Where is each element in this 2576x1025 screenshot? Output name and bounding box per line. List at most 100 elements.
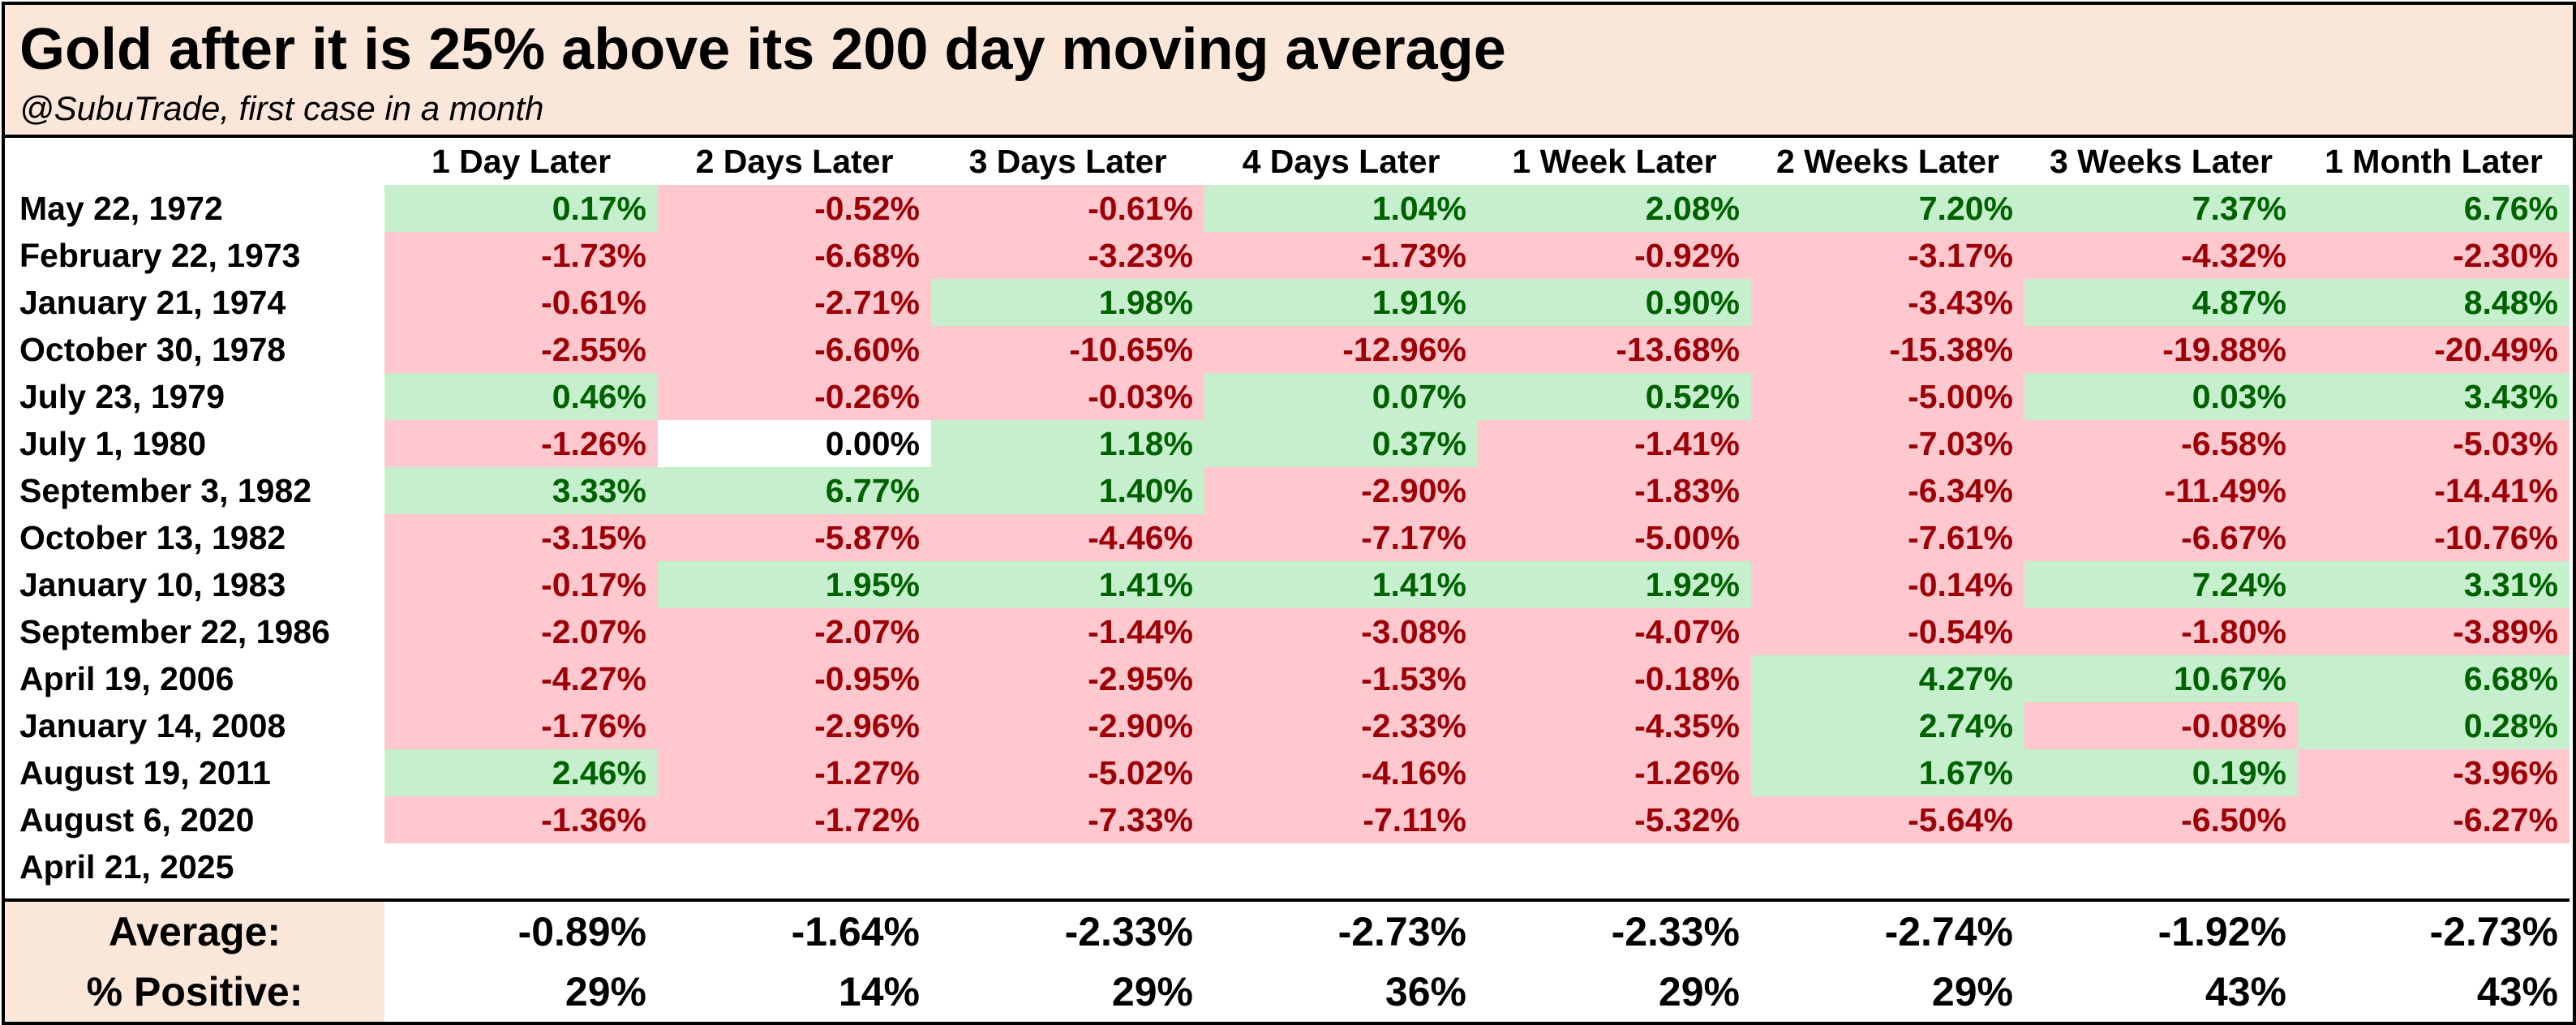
summary-value: 43% [2024, 962, 2298, 1022]
table-row: January 21, 1974 -0.61% -2.71% 1.98% 1.91% 0.… [5, 279, 2570, 326]
return-cell: -4.46% [931, 514, 1204, 561]
table-row: October 13, 1982 -3.15% -5.87% -4.46% -7.17%… [5, 514, 2570, 561]
return-cell: 0.52% [1478, 373, 1751, 420]
return-cell: -0.03% [931, 373, 1204, 420]
return-cell: -1.72% [658, 796, 931, 843]
return-cell: -6.67% [2024, 514, 2298, 561]
row-date-label: September 3, 1982 [19, 471, 312, 509]
return-cell: -0.54% [1751, 608, 2024, 655]
return-cell: 1.41% [1204, 561, 1478, 608]
return-cell: 0.03% [2024, 373, 2298, 420]
return-cell: -5.00% [1751, 373, 2024, 420]
summary-value: 36% [1204, 962, 1478, 1022]
return-cell: -1.44% [931, 608, 1204, 655]
table-body: May 22, 1972 0.17% -0.52% -0.61% 1.04% 2.08% 7… [5, 185, 2570, 890]
summary-value: 29% [384, 962, 658, 1022]
return-cell: -2.95% [931, 655, 1204, 702]
return-cell: -0.26% [658, 373, 931, 420]
column-header: 2 Weeks Later [1775, 142, 1999, 180]
row-date-label: February 22, 1973 [19, 236, 301, 274]
return-cell: -0.18% [1478, 655, 1751, 702]
return-cell: 1.41% [931, 561, 1204, 608]
row-date-label: August 19, 2011 [19, 753, 271, 791]
row-date-label: July 1, 1980 [19, 424, 207, 462]
summary-value: -2.33% [931, 900, 1204, 962]
corner-header-cell [5, 138, 384, 185]
return-cell: -0.61% [384, 279, 658, 326]
table-row: January 10, 1983 -0.17% 1.95% 1.41% 1.41% 1.9… [5, 561, 2570, 608]
table-row: February 22, 1973 -1.73% -6.68% -3.23% -1.73… [5, 232, 2570, 279]
return-cell: 1.67% [1751, 749, 2024, 796]
return-cell: 3.31% [2298, 561, 2570, 608]
return-cell: -3.96% [2298, 749, 2570, 796]
summary-label: % Positive: [5, 962, 384, 1022]
return-cell: -1.26% [384, 420, 658, 467]
return-cell: -1.27% [658, 749, 931, 796]
return-cell: -6.27% [2298, 796, 2570, 843]
return-cell: -2.07% [658, 608, 931, 655]
return-cell: -5.87% [658, 514, 931, 561]
return-cell: -0.08% [2024, 702, 2298, 749]
return-cell: 1.18% [931, 420, 1204, 467]
return-cell: -7.33% [931, 796, 1204, 843]
return-cell: -3.43% [1751, 279, 2024, 326]
return-cell: -6.68% [658, 232, 931, 279]
return-cell: 0.37% [1204, 420, 1478, 467]
row-date-label: January 14, 2008 [19, 706, 286, 744]
return-cell: -0.92% [1478, 232, 1751, 279]
return-cell [2024, 843, 2298, 890]
return-cell: 1.92% [1478, 561, 1751, 608]
column-header: 4 Days Later [1242, 142, 1440, 180]
return-cell: 0.90% [1478, 279, 1751, 326]
return-cell: 2.46% [384, 749, 658, 796]
return-cell: 0.07% [1204, 373, 1478, 420]
return-cell: -1.73% [1204, 232, 1478, 279]
row-date-label: August 6, 2020 [19, 800, 255, 838]
return-cell: -5.03% [2298, 420, 2570, 467]
return-cell: -15.38% [1751, 326, 2024, 373]
summary-value: -2.74% [1751, 900, 2024, 962]
return-cell: -13.68% [1478, 326, 1751, 373]
summary-table: Average: -0.89% -1.64% -2.33% -2.73% -2.33% -2… [5, 898, 2570, 1022]
summary-value: -2.73% [2298, 900, 2570, 962]
column-header: 1 Day Later [431, 142, 612, 180]
return-cell: -3.08% [1204, 608, 1478, 655]
return-cell: 8.48% [2298, 279, 2570, 326]
return-cell: -1.76% [384, 702, 658, 749]
return-cell: -1.80% [2024, 608, 2298, 655]
table-row: September 3, 1982 3.33% 6.77% 1.40% -2.90% -1… [5, 467, 2570, 514]
summary-value: -2.73% [1204, 900, 1478, 962]
return-cell: 0.19% [2024, 749, 2298, 796]
table-row: May 22, 1972 0.17% -0.52% -0.61% 1.04% 2.08% 7… [5, 185, 2570, 232]
return-cell: -2.30% [2298, 232, 2570, 279]
return-cell: -1.41% [1478, 420, 1751, 467]
column-header: 2 Days Later [695, 142, 894, 180]
return-cell: -3.17% [1751, 232, 2024, 279]
return-cell: 7.20% [1751, 185, 2024, 232]
return-cell: -0.17% [384, 561, 658, 608]
return-cell: -6.50% [2024, 796, 2298, 843]
return-cell: 4.87% [2024, 279, 2298, 326]
table-row: September 22, 1986 -2.07% -2.07% -1.44% -3.0… [5, 608, 2570, 655]
return-cell: 1.95% [658, 561, 931, 608]
return-cell: -3.89% [2298, 608, 2570, 655]
row-date-label: September 22, 1986 [19, 612, 330, 650]
return-cell: -1.83% [1478, 467, 1751, 514]
summary-label: Average: [5, 900, 384, 962]
column-header: 3 Weeks Later [2049, 142, 2273, 180]
summary-row: Average: -0.89% -1.64% -2.33% -2.73% -2.33% -2… [5, 900, 2570, 962]
return-cell: -0.61% [931, 185, 1204, 232]
return-cell: -2.90% [931, 702, 1204, 749]
return-cell: -11.49% [2024, 467, 2298, 514]
return-cell: -4.07% [1478, 608, 1751, 655]
return-cell: -7.03% [1751, 420, 2024, 467]
summary-row: % Positive: 29% 14% 29% 36% 29% 29% 43% 43% [5, 962, 2570, 1022]
return-cell: -0.14% [1751, 561, 2024, 608]
return-cell [1204, 843, 1478, 890]
return-cell: 0.46% [384, 373, 658, 420]
return-cell: -1.53% [1204, 655, 1478, 702]
return-cell: -7.17% [1204, 514, 1478, 561]
return-cell: -0.95% [658, 655, 931, 702]
return-cell: 6.76% [2298, 185, 2570, 232]
return-cell: 0.17% [384, 185, 658, 232]
